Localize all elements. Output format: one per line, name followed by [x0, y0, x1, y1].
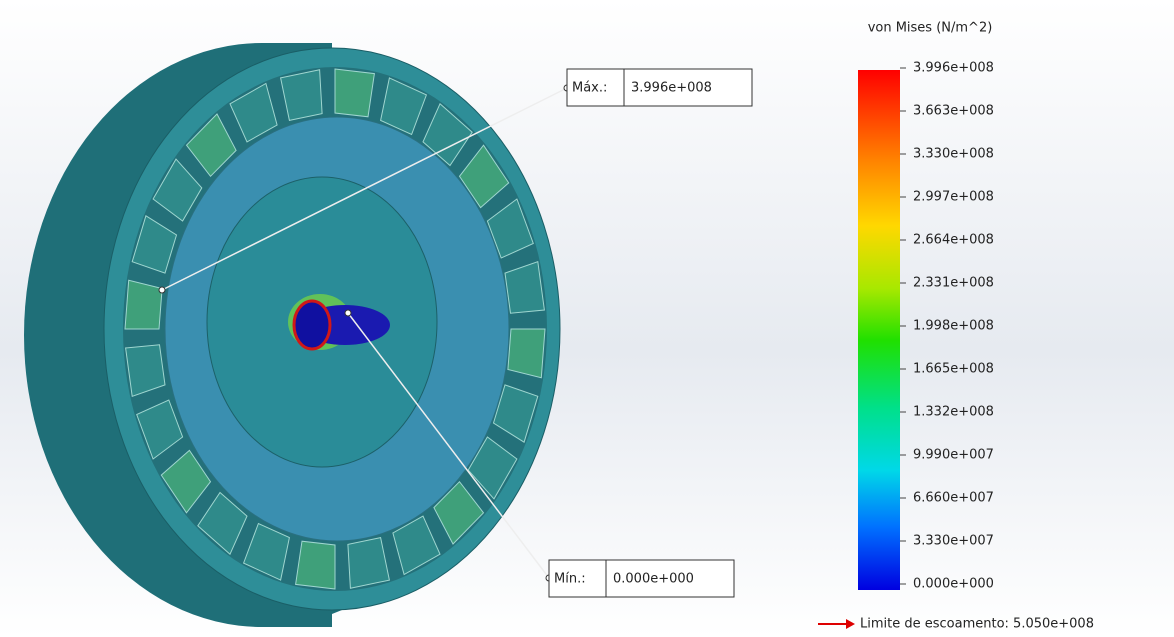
yield-limit: Limite de escoamento: 5.050e+008: [860, 617, 1094, 632]
legend-label: 0.000e+000: [913, 577, 994, 592]
blade-pocket: [508, 329, 545, 378]
blade-pocket: [125, 280, 162, 329]
legend-label: 1.332e+008: [913, 405, 994, 420]
max-point: [159, 287, 165, 293]
legend-label: 2.664e+008: [913, 233, 994, 248]
max-value: 3.996e+008: [631, 81, 712, 96]
min-label: Mín.:: [554, 572, 586, 587]
min-point: [345, 310, 351, 316]
max-label: Máx.:: [572, 81, 607, 96]
legend-label: 2.997e+008: [913, 190, 994, 205]
legend-label: 3.330e+008: [913, 147, 994, 162]
color-bar: [858, 70, 900, 590]
legend-label: 1.665e+008: [913, 362, 994, 377]
legend-title: von Mises (N/m^2): [868, 21, 993, 36]
blade-pocket: [335, 69, 374, 117]
screen: Máx.: 3.996e+008 Mín.: 0.000e+000 von Mi…: [0, 0, 1174, 637]
wheel-model: [24, 43, 560, 627]
legend-label: 3.996e+008: [913, 61, 994, 76]
legend-label: 2.331e+008: [913, 276, 994, 291]
blade-pocket: [296, 541, 335, 589]
legend-label: 1.998e+008: [913, 319, 994, 334]
legend-label: 6.660e+007: [913, 491, 994, 506]
legend-label: 3.663e+008: [913, 104, 994, 119]
hub: [294, 301, 330, 349]
min-value: 0.000e+000: [613, 572, 694, 587]
legend-label: 3.330e+007: [913, 534, 994, 549]
legend-label: 9.990e+007: [913, 448, 994, 463]
